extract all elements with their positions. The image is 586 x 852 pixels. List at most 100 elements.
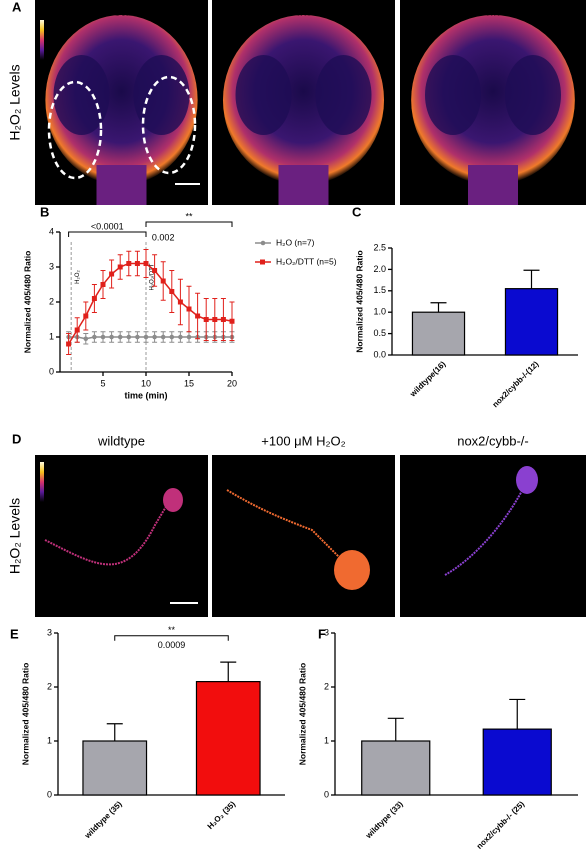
y-tick-label: 0.5 xyxy=(373,328,386,338)
micrograph xyxy=(212,455,395,617)
micrograph xyxy=(400,455,586,617)
colorbar-tick-label: 191 xyxy=(47,27,56,33)
point xyxy=(117,334,123,340)
x-axis-label: time (min) xyxy=(124,390,167,400)
image-title: +20 mM H₂O₂ xyxy=(263,3,344,18)
neuron-axon xyxy=(226,489,343,561)
point xyxy=(220,317,226,322)
side-label: H₂O₂ Levels xyxy=(7,64,23,140)
legend-marker xyxy=(260,240,266,246)
image-title: +2.5 mM DTT xyxy=(453,3,533,18)
tissue-lobe xyxy=(505,55,561,135)
x-tick-label: 5 xyxy=(100,378,105,388)
y-tick-label: 2 xyxy=(324,681,329,691)
x-tick-label: 10 xyxy=(141,378,151,388)
y-tick-label: 2.5 xyxy=(373,242,386,252)
point xyxy=(143,261,149,266)
p-value-label: 0.0009 xyxy=(158,640,186,650)
colorbar-tick-label: 191 xyxy=(47,469,56,475)
point xyxy=(91,296,97,301)
significance-bracket xyxy=(114,635,229,641)
y-axis-label: Normalized 405/480 Ratio xyxy=(297,663,307,766)
point xyxy=(152,268,158,273)
y-tick-label: 1 xyxy=(324,735,329,745)
panel-letter: B xyxy=(40,204,49,219)
panel-letter: A xyxy=(12,0,22,14)
y-tick-label: 1 xyxy=(49,331,54,341)
y-tick-label: 0 xyxy=(47,789,52,799)
x-tick-label: wildtype (33) xyxy=(363,799,405,841)
legend-label: H₂O₂/DTT (n=5) xyxy=(276,256,337,266)
side-label: H₂O₂ Levels xyxy=(7,498,23,574)
point xyxy=(186,306,192,312)
event-label: H₂O₂/DTT xyxy=(150,263,156,290)
y-tick-label: 3 xyxy=(49,261,54,271)
x-tick-label: 15 xyxy=(184,378,194,388)
x-tick-label: nox2/cybb-/- (25) xyxy=(475,799,527,851)
image-title: pre-treatment xyxy=(82,3,160,18)
x-tick-label: H₂O₂ (35) xyxy=(206,799,238,831)
point xyxy=(100,282,106,287)
x-tick-label: 20 xyxy=(227,378,237,388)
neuron-soma xyxy=(334,550,370,590)
image-title: +100 μM H₂O₂ xyxy=(261,433,345,448)
y-tick-label: 2.0 xyxy=(373,264,386,274)
point xyxy=(134,261,140,266)
point xyxy=(152,334,157,340)
colorbar-tick-label: 64 xyxy=(47,47,53,53)
tissue-lobe xyxy=(53,55,110,135)
image-title: wildtype xyxy=(97,433,145,448)
y-axis-label: Normalized 405/480 Ratio xyxy=(22,251,32,354)
micrograph xyxy=(35,455,208,617)
point xyxy=(203,317,209,322)
neuron-axon xyxy=(44,499,171,566)
y-tick-label: 0.0 xyxy=(373,349,386,359)
colorbar xyxy=(40,20,44,60)
point xyxy=(143,334,149,340)
tissue-stalk xyxy=(96,165,147,205)
colorbar-tick-label: 128 xyxy=(47,37,56,43)
point xyxy=(169,289,175,294)
point xyxy=(212,317,218,322)
bar xyxy=(504,288,559,356)
roi-outline xyxy=(141,75,197,175)
significance-label: ** xyxy=(168,625,176,635)
point xyxy=(169,334,175,340)
significance-bracket xyxy=(145,221,233,227)
y-axis-label: Normalized 405/480 Ratio xyxy=(20,663,30,766)
point xyxy=(100,334,106,340)
significance-label: ** xyxy=(185,211,193,221)
bar xyxy=(195,680,261,796)
point xyxy=(186,334,192,340)
tissue-stalk xyxy=(468,165,518,205)
point xyxy=(83,313,89,319)
point xyxy=(195,313,201,319)
p-value-label: 0.002 xyxy=(152,232,175,242)
neuron-soma xyxy=(516,466,538,494)
x-tick-label: wildtype (35) xyxy=(82,799,124,841)
bar xyxy=(482,728,552,796)
colorbar xyxy=(40,462,44,502)
point xyxy=(178,334,183,340)
image-title: nox2/cybb-/- xyxy=(457,433,529,448)
point xyxy=(66,341,72,347)
tissue-lobe xyxy=(315,55,372,135)
tissue-lobe xyxy=(425,55,481,135)
neuron-axon xyxy=(444,484,526,576)
legend-label: H₂O (n=7) xyxy=(276,237,315,247)
neuron-soma xyxy=(163,488,183,512)
error-bar xyxy=(509,698,526,730)
y-tick-label: 2 xyxy=(47,681,52,691)
error-bar xyxy=(106,723,123,741)
roi-outline xyxy=(47,80,103,180)
point xyxy=(126,261,132,266)
colorbar-tick-label: 255 xyxy=(47,17,56,23)
colorbar-tick-label: 64 xyxy=(47,489,53,495)
bar xyxy=(361,740,431,796)
point xyxy=(135,334,140,340)
point xyxy=(117,264,123,270)
significance-bracket xyxy=(68,231,147,237)
y-tick-label: 1 xyxy=(47,735,52,745)
y-axis-label: Normalized 405/480 Ratio xyxy=(354,250,364,353)
